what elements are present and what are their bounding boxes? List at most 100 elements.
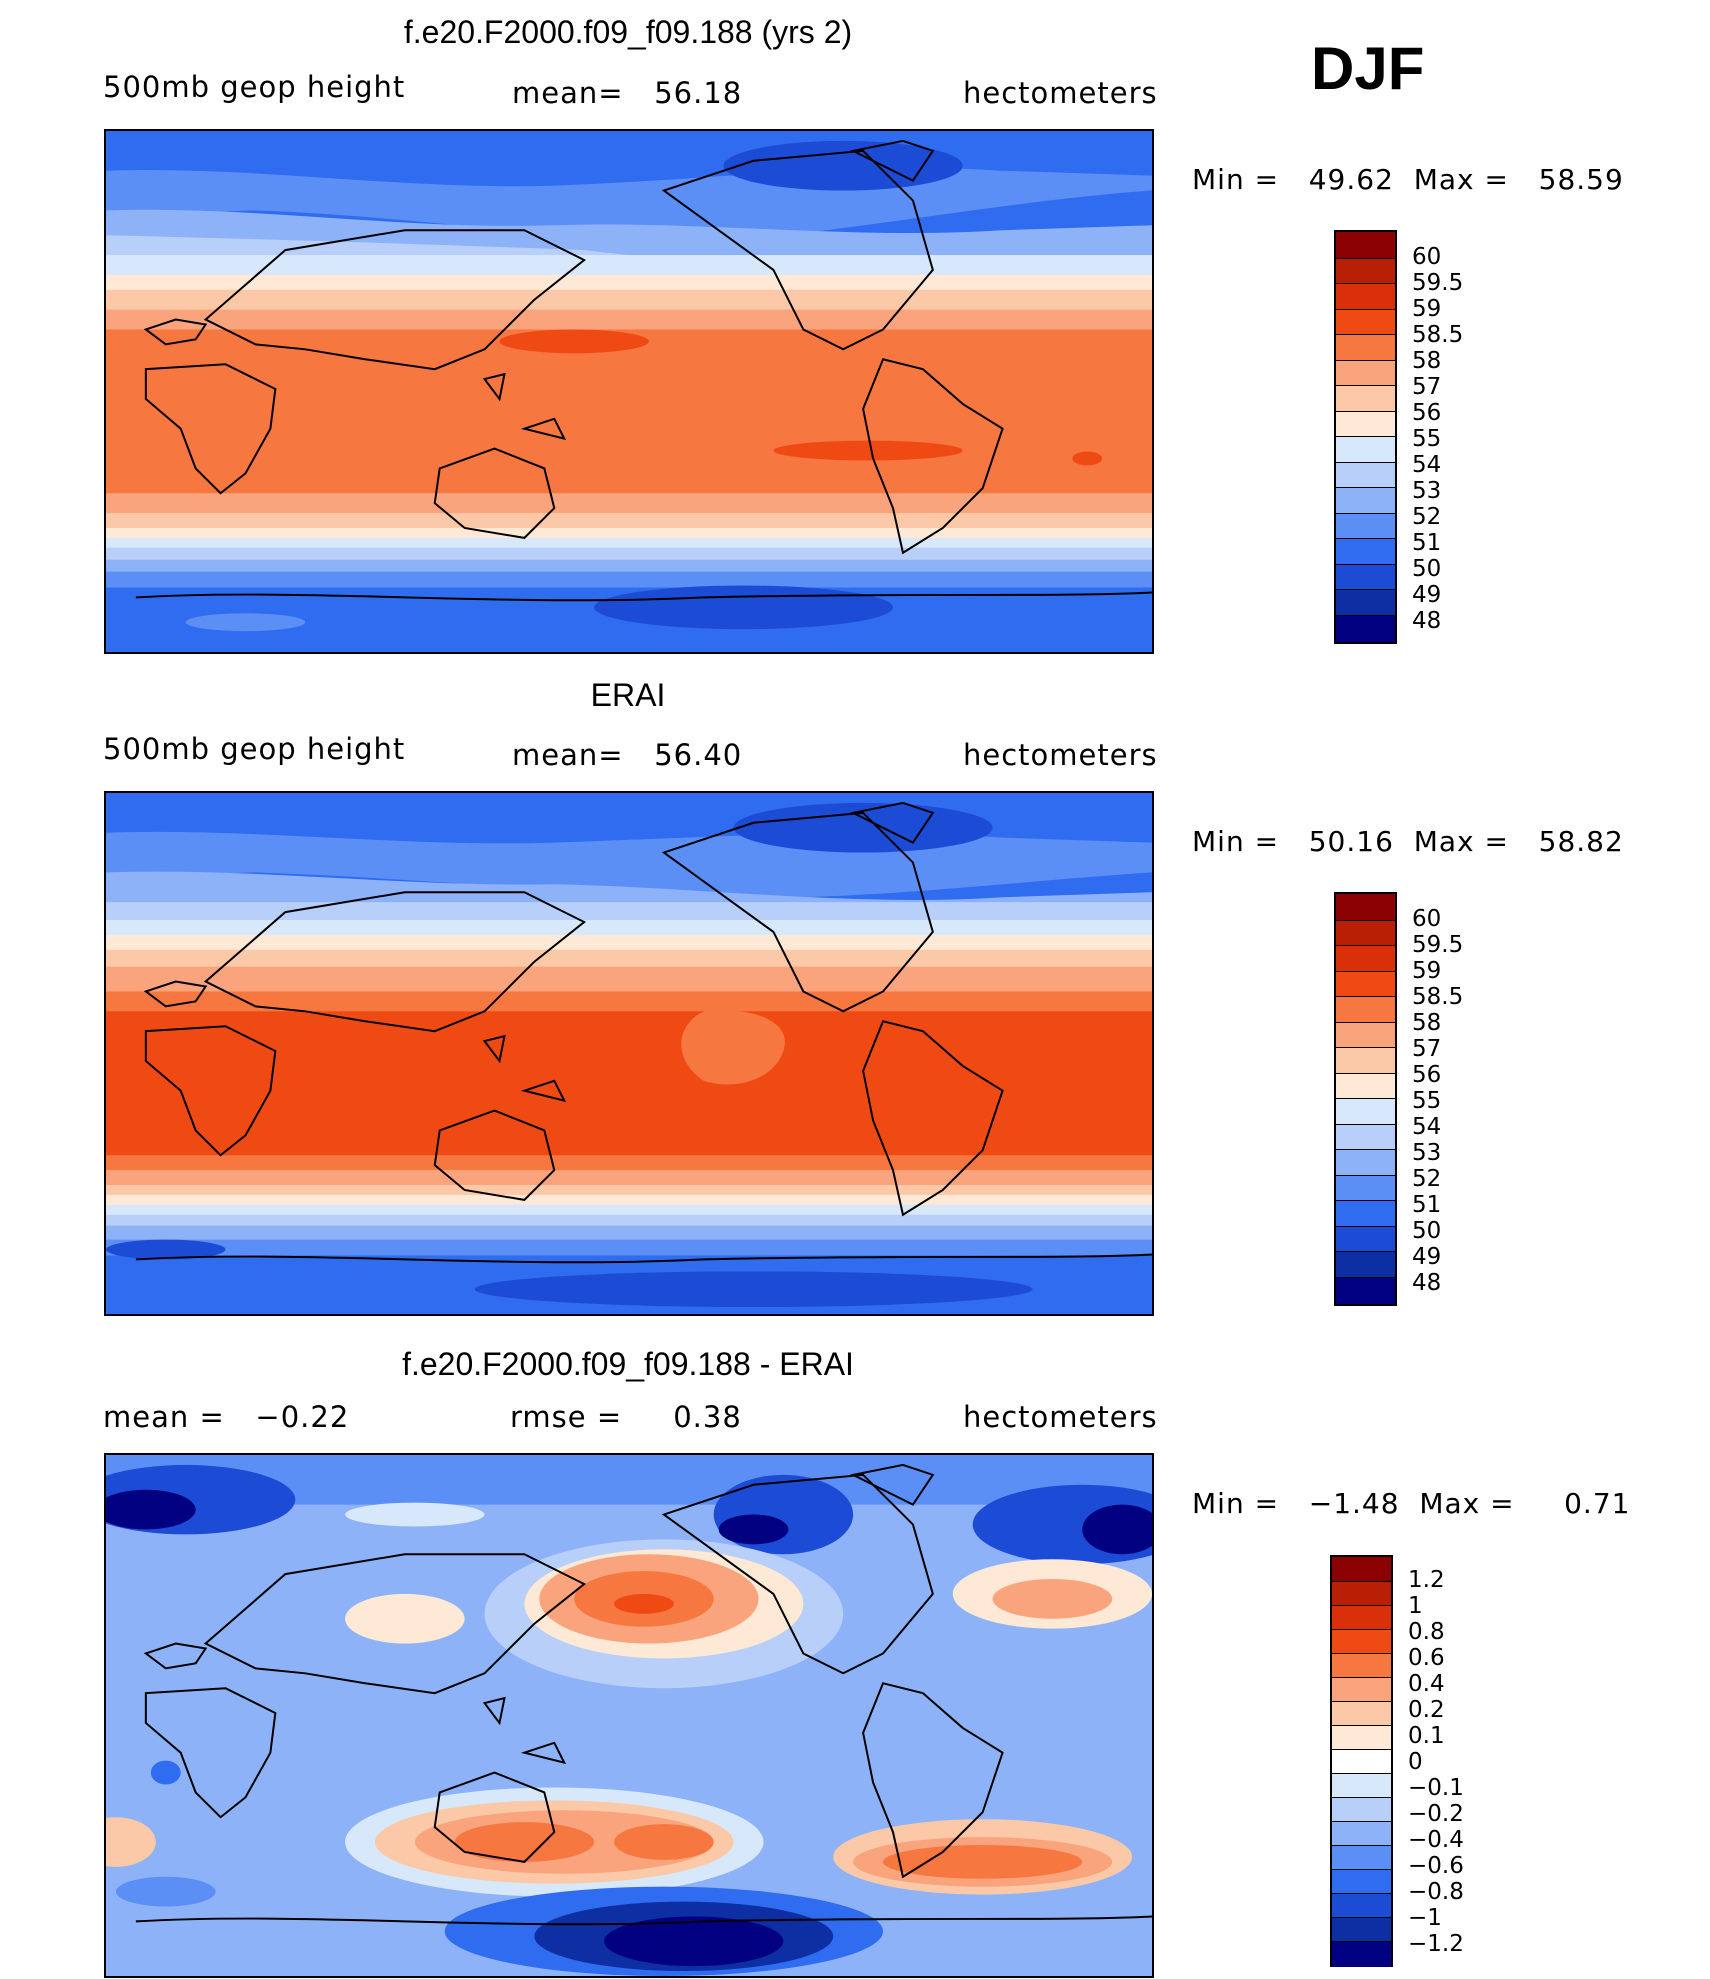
panel2-minmax: Min = 50.16 Max = 58.82 — [1192, 825, 1624, 858]
colorbar-swatch — [1336, 259, 1395, 284]
panel3-minmax: Min = −1.48 Max = 0.71 — [1192, 1487, 1631, 1520]
colorbar-swatch — [1336, 1150, 1395, 1176]
colorbar-tick-label: 51 — [1412, 530, 1442, 556]
colorbar-tick-label: −0.2 — [1408, 1801, 1464, 1827]
colorbar-swatch — [1332, 1726, 1391, 1750]
colorbar-swatch — [1332, 1774, 1391, 1798]
colorbar-swatch — [1336, 437, 1395, 463]
colorbar-tick-label: 0.1 — [1408, 1723, 1445, 1749]
colorbar-swatch — [1336, 1227, 1395, 1252]
colorbar-swatch — [1332, 1678, 1391, 1702]
colorbar-swatch — [1332, 1702, 1391, 1726]
colorbar-tick-label: −0.1 — [1408, 1775, 1464, 1801]
colorbar-swatch — [1332, 1750, 1391, 1774]
colorbar-tick-label: 51 — [1412, 1192, 1442, 1218]
colorbar-swatch — [1336, 310, 1395, 335]
colorbar-swatch — [1336, 412, 1395, 437]
colorbar-tick-label: 58 — [1412, 348, 1442, 374]
colorbar-tick-label: 48 — [1412, 1270, 1442, 1296]
colorbar-tick-label: 53 — [1412, 1140, 1442, 1166]
colorbar-tick-label: 59 — [1412, 958, 1442, 984]
colorbar-tick-label: 56 — [1412, 400, 1442, 426]
colorbar-swatch — [1336, 1176, 1395, 1201]
colorbar-swatch — [1332, 1606, 1391, 1630]
colorbar-tick-label: 49 — [1412, 582, 1442, 608]
panel3-contour-field — [106, 1455, 1152, 1976]
colorbar-swatch — [1332, 1894, 1391, 1918]
colorbar-tick-label: −0.6 — [1408, 1853, 1464, 1879]
colorbar-swatch — [1336, 946, 1395, 972]
colorbar-tick-label: 0.8 — [1408, 1619, 1445, 1645]
colorbar-tick-label: 57 — [1412, 374, 1442, 400]
colorbar-swatch — [1336, 539, 1395, 565]
colorbar-swatch — [1336, 921, 1395, 946]
season-label: DJF — [1311, 35, 1425, 102]
colorbar-swatch — [1332, 1557, 1391, 1582]
panel1-map — [104, 129, 1154, 654]
colorbar-tick-label: 52 — [1412, 504, 1442, 530]
colorbar-tick-label: −1 — [1408, 1905, 1442, 1931]
colorbar-tick-label: 50 — [1412, 556, 1442, 582]
colorbar-swatch — [1336, 514, 1395, 539]
colorbar-tick-label: 59.5 — [1412, 932, 1464, 958]
colorbar-swatch — [1332, 1630, 1391, 1654]
panel1-mean: mean= 56.18 — [512, 76, 743, 110]
colorbar-swatch — [1332, 1942, 1391, 1967]
colorbar-swatch — [1336, 972, 1395, 997]
panel3-colorbar — [1330, 1555, 1393, 1967]
colorbar-tick-label: 55 — [1412, 1088, 1442, 1114]
colorbar-swatch — [1332, 1846, 1391, 1870]
panel1-units: hectometers — [963, 76, 1158, 110]
panel1-colorbar-labels: 60 59.5 59 58.5 58 57 56 55 54 53 52 51 … — [1412, 244, 1463, 634]
colorbar-tick-label: 52 — [1412, 1166, 1442, 1192]
colorbar-swatch — [1336, 1252, 1395, 1278]
colorbar-tick-label: 54 — [1412, 452, 1442, 478]
colorbar-swatch — [1336, 284, 1395, 310]
colorbar-swatch — [1332, 1798, 1391, 1822]
colorbar-swatch — [1336, 1023, 1395, 1048]
colorbar-tick-label: 48 — [1412, 608, 1442, 634]
panel1-colorbar — [1334, 230, 1397, 644]
colorbar-swatch — [1336, 1048, 1395, 1074]
colorbar-swatch — [1336, 590, 1395, 616]
colorbar-swatch — [1336, 616, 1395, 642]
colorbar-swatch — [1336, 488, 1395, 514]
colorbar-tick-label: 53 — [1412, 478, 1442, 504]
colorbar-tick-label: 0.2 — [1408, 1697, 1445, 1723]
colorbar-swatch — [1336, 565, 1395, 590]
colorbar-tick-label: 0 — [1408, 1749, 1423, 1775]
colorbar-tick-label: −1.2 — [1408, 1931, 1464, 1957]
colorbar-tick-label: −0.4 — [1408, 1827, 1464, 1853]
panel1-variable-label: 500mb geop height — [103, 70, 406, 104]
panel1-contour-field — [106, 131, 1152, 652]
colorbar-swatch — [1336, 1099, 1395, 1125]
colorbar-tick-label: 55 — [1412, 426, 1442, 452]
colorbar-tick-label: 58.5 — [1412, 322, 1464, 348]
panel2-title: ERAI — [590, 677, 666, 713]
colorbar-swatch — [1336, 997, 1395, 1023]
colorbar-swatch — [1336, 1074, 1395, 1099]
panel3-colorbar-labels: 1.2 1 0.8 0.6 0.4 0.2 0.1 0 −0.1 −0.2 −0… — [1408, 1567, 1464, 1957]
panel3-map — [104, 1453, 1154, 1978]
colorbar-swatch — [1336, 232, 1395, 259]
panel3-rmse: rmse = 0.38 — [510, 1400, 742, 1434]
colorbar-swatch — [1336, 894, 1395, 921]
colorbar-swatch — [1332, 1822, 1391, 1846]
colorbar-swatch — [1332, 1654, 1391, 1678]
colorbar-tick-label: 58.5 — [1412, 984, 1464, 1010]
colorbar-tick-label: 59 — [1412, 296, 1442, 322]
panel2-variable-label: 500mb geop height — [103, 732, 406, 766]
colorbar-swatch — [1332, 1582, 1391, 1606]
panel3-units: hectometers — [963, 1400, 1158, 1434]
colorbar-swatch — [1336, 335, 1395, 361]
colorbar-tick-label: 49 — [1412, 1244, 1442, 1270]
colorbar-tick-label: 50 — [1412, 1218, 1442, 1244]
panel2-map — [104, 791, 1154, 1316]
panel2-colorbar — [1334, 892, 1397, 1306]
colorbar-tick-label: 57 — [1412, 1036, 1442, 1062]
colorbar-swatch — [1336, 1125, 1395, 1150]
colorbar-swatch — [1336, 1278, 1395, 1304]
colorbar-tick-label: 60 — [1412, 244, 1442, 270]
colorbar-swatch — [1336, 1201, 1395, 1227]
panel1-title: f.e20.F2000.f09_f09.188 (yrs 2) — [403, 14, 853, 50]
